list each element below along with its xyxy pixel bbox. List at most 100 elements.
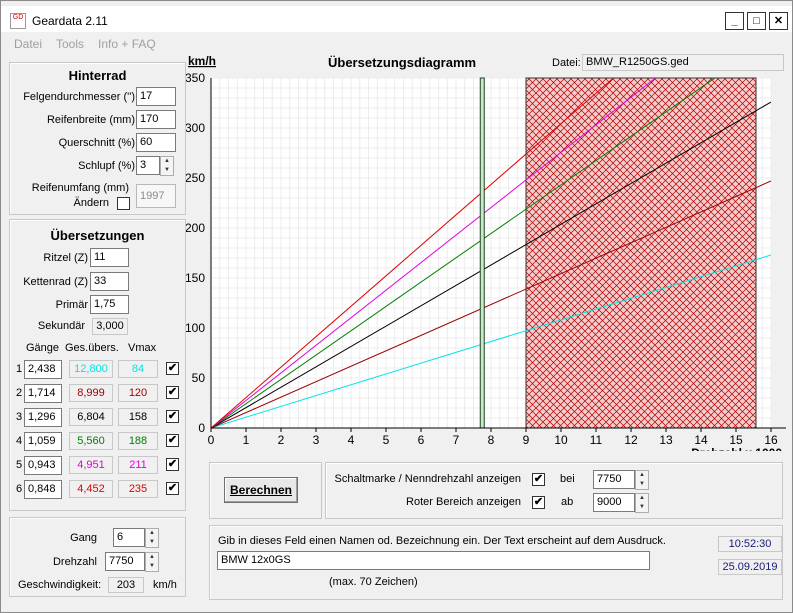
compute-button[interactable]: Berechnen [224, 477, 298, 503]
y-tick-label: 0 [198, 421, 205, 435]
shift-rpm-input[interactable]: 7750 [593, 470, 635, 489]
display-options-group: Schaltmarke / Nenndrehzahl anzeigen ✔ be… [325, 462, 783, 519]
rear-wheel-group: Hinterrad Felgendurchmesser ('') 17 Reif… [9, 62, 186, 215]
x-tick-label: 16 [764, 433, 778, 447]
pinion-input[interactable]: 11 [90, 248, 129, 267]
close-button[interactable]: ✕ [769, 12, 788, 30]
spin-down-icon[interactable]: ▼ [149, 539, 155, 545]
x-tick-label: 6 [418, 433, 425, 447]
y-tick-label: 250 [186, 171, 205, 185]
shift-rpm-spinner[interactable]: ▲ ▼ [635, 470, 649, 490]
red-zone-label: Roter Bereich anzeigen [406, 496, 521, 508]
gear-total-ratio: 4,452 [69, 480, 113, 498]
rpm-spinner[interactable]: ▲ ▼ [145, 552, 159, 572]
gear-vmax: 211 [118, 456, 158, 474]
spin-down-icon[interactable]: ▼ [164, 167, 170, 173]
x-tick-label: 5 [383, 433, 390, 447]
gear-ratio-input[interactable]: 1,059 [24, 432, 62, 451]
rim-input[interactable]: 17 [136, 87, 176, 106]
menu-bar: Datei Tools Info + FAQ [1, 32, 792, 54]
gear-ratio-input[interactable]: 1,296 [24, 408, 62, 427]
profile-label: Querschnitt (%) [58, 137, 135, 149]
change-label: Ändern [73, 197, 109, 209]
gear-number: 4 [16, 435, 23, 447]
diagram-title: Übersetzungsdiagramm [328, 55, 477, 70]
shift-at-label: bei [560, 473, 575, 485]
minimize-button[interactable]: _ [725, 12, 744, 30]
spin-up-icon[interactable]: ▲ [639, 495, 645, 501]
spin-down-icon[interactable]: ▼ [639, 504, 645, 510]
x-axis-label: Drehzahl x 1000 [691, 446, 782, 451]
gear-ratio-input[interactable]: 0,943 [24, 456, 62, 475]
x-tick-label: 1 [243, 433, 250, 447]
circumference-label: Reifenumfang (mm) [31, 182, 129, 194]
gear-label: Gang [70, 532, 97, 544]
spin-up-icon[interactable]: ▲ [149, 554, 155, 560]
x-tick-label: 9 [523, 433, 530, 447]
red-rpm-input[interactable]: 9000 [593, 493, 635, 512]
menu-tools[interactable]: Tools [56, 37, 85, 51]
file-label: Datei: [552, 57, 581, 69]
ratios-group: Übersetzungen Ritzel (Z) 11 Kettenrad (Z… [9, 219, 186, 511]
spin-down-icon[interactable]: ▼ [639, 481, 645, 487]
gear-visible-checkbox[interactable]: ✔ [166, 386, 179, 399]
change-checkbox[interactable] [117, 197, 130, 210]
time-display: 10:52:30 [718, 536, 782, 552]
primary-input[interactable]: 1,75 [90, 295, 129, 314]
x-tick-label: 4 [348, 433, 355, 447]
spin-up-icon[interactable]: ▲ [164, 158, 170, 164]
note-group: Gib in dieses Feld einen Namen od. Bezei… [209, 525, 783, 600]
x-tick-label: 2 [278, 433, 285, 447]
y-tick-label: 100 [186, 321, 205, 335]
secondary-value: 3,000 [92, 318, 128, 335]
speed-unit: km/h [153, 579, 177, 591]
gear-vmax: 84 [118, 360, 158, 378]
rpm-input[interactable]: 7750 [105, 552, 145, 571]
series-line [211, 180, 771, 428]
compute-group: Berechnen [209, 462, 322, 519]
y-tick-label: 150 [186, 271, 205, 285]
gear-total-ratio: 8,999 [69, 384, 113, 402]
gear-ratio-input[interactable]: 0,848 [24, 480, 62, 499]
x-tick-label: 0 [208, 433, 215, 447]
slip-spinner[interactable]: ▲ ▼ [160, 156, 174, 176]
x-tick-label: 12 [624, 433, 638, 447]
gear-visible-checkbox[interactable]: ✔ [166, 458, 179, 471]
gear-visible-checkbox[interactable]: ✔ [166, 482, 179, 495]
spin-down-icon[interactable]: ▼ [149, 563, 155, 569]
gear-visible-checkbox[interactable]: ✔ [166, 410, 179, 423]
shift-marker [479, 77, 485, 429]
slip-input[interactable]: 3 [136, 156, 160, 175]
gear-vmax: 235 [118, 480, 158, 498]
width-input[interactable]: 170 [136, 110, 176, 129]
pinion-label: Ritzel (Z) [43, 252, 88, 264]
x-tick-label: 10 [554, 433, 568, 447]
maximize-button[interactable]: □ [747, 12, 766, 30]
rim-label: Felgendurchmesser ('') [23, 91, 135, 103]
gear-visible-checkbox[interactable]: ✔ [166, 434, 179, 447]
red-rpm-spinner[interactable]: ▲ ▼ [635, 493, 649, 513]
gear-total-ratio: 12,800 [69, 360, 113, 378]
profile-input[interactable]: 60 [136, 133, 176, 152]
gear-spinner[interactable]: ▲ ▼ [145, 528, 159, 548]
sprocket-input[interactable]: 33 [90, 272, 129, 291]
y-tick-label: 50 [192, 371, 206, 385]
gear-number: 5 [16, 459, 23, 471]
menu-datei[interactable]: Datei [14, 37, 43, 51]
gear-input[interactable]: 6 [113, 528, 145, 547]
gear-number: 1 [16, 363, 23, 375]
gear-ratio-input[interactable]: 2,438 [24, 360, 62, 379]
note-input[interactable]: BMW 12x0GS [217, 551, 650, 570]
gear-number: 3 [16, 411, 23, 423]
gear-ratio-input[interactable]: 1,714 [24, 384, 62, 403]
spin-up-icon[interactable]: ▲ [639, 472, 645, 478]
slip-label: Schlupf (%) [78, 160, 135, 172]
gear-vmax: 158 [118, 408, 158, 426]
red-zone-checkbox[interactable]: ✔ [532, 496, 545, 509]
shift-marker-checkbox[interactable]: ✔ [532, 473, 545, 486]
menu-info[interactable]: Info + FAQ [98, 37, 156, 51]
spin-up-icon[interactable]: ▲ [149, 530, 155, 536]
rpm-label: Drehzahl [52, 556, 97, 568]
gear-visible-checkbox[interactable]: ✔ [166, 362, 179, 375]
circumference-input[interactable]: 1997 [136, 184, 176, 208]
